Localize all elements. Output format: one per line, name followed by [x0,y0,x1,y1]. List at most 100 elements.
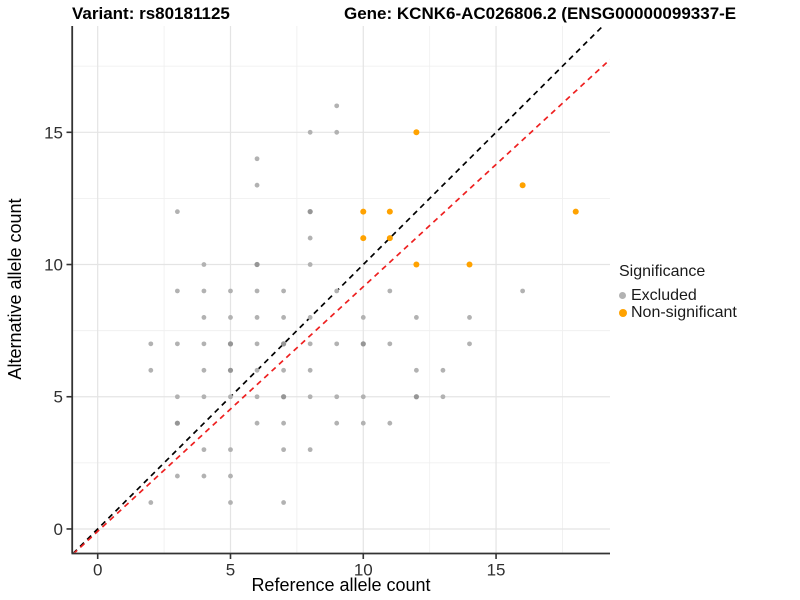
scatter-point-excluded [334,341,340,347]
scatter-point-excluded [334,394,340,400]
scatter-point-excluded [307,394,313,400]
scatter-point-excluded [201,367,207,373]
scatter-point-non-significant [360,208,367,215]
scatter-point-excluded [281,367,287,373]
scatter-point-excluded [387,341,393,347]
y-tick-label: 10 [44,256,63,275]
scatter-point-excluded [228,394,233,400]
scatter-point-excluded [201,288,207,294]
scatter-point-excluded [360,394,366,400]
scatter-point-excluded [520,288,526,294]
legend-item-excluded: Excluded [619,287,737,304]
scatter-point-excluded [307,367,313,373]
scatter-point-excluded [201,394,207,400]
scatter-point-excluded [281,288,287,294]
scatter-point-excluded [228,473,233,479]
scatter-point-non-significant [360,235,367,242]
x-tick-label: 5 [226,561,235,580]
scatter-point-excluded [307,447,313,453]
scatter-point-excluded [254,341,260,347]
scatter-point-excluded [334,103,340,109]
scatter-point-non-significant [519,182,526,189]
scatter-point-excluded [201,447,207,453]
scatter-point-excluded [174,420,180,426]
scatter-point-excluded [413,315,419,320]
scatter-point-excluded [360,315,366,320]
scatter-point-excluded [254,182,260,188]
scatter-point-excluded [281,315,287,320]
scatter-point-excluded [227,341,234,347]
gene-title: Gene: KCNK6-AC026806.2 (ENSG00000099337-… [344,4,737,23]
y-tick-label: 5 [54,388,63,407]
scatter-point-excluded [467,315,472,320]
scatter-point-excluded [228,315,233,320]
scatter-point-excluded [148,500,154,505]
scatter-point-excluded [281,420,287,426]
excluded-dot-icon [619,292,626,299]
legend-title: Significance [619,263,706,280]
scatter-point-excluded [148,367,154,373]
scatter-point-non-significant [572,208,579,215]
scatter-point-excluded [413,367,419,373]
scatter-point-excluded [360,341,366,347]
scatter-point-excluded [440,367,446,373]
legend-label-nonsignificant: Non-significant [631,304,737,321]
scatter-point-excluded [413,394,419,400]
scatter-point-excluded [281,394,287,400]
scatter-point-excluded [281,500,287,505]
x-tick-label: 15 [487,561,506,580]
scatter-point-excluded [307,209,313,215]
identity-line [73,26,605,553]
scatter-point-excluded [201,341,207,347]
scatter-point-non-significant [413,261,420,268]
x-tick-label: 10 [354,561,373,580]
scatter-point-excluded [201,473,207,479]
y-tick-label: 0 [54,520,63,539]
scatter-point-excluded [360,420,366,426]
scatter-point-excluded [307,129,313,135]
scatter-point-excluded [174,209,180,215]
scatter-point-excluded [334,288,340,294]
scatter-point-excluded [281,447,287,453]
legend: Significance Excluded Non-significant [619,263,737,321]
fit-line [73,58,610,553]
scatter-point-excluded [254,156,260,162]
y-axis-title: Alternative allele count [5,198,25,380]
legend-label-excluded: Excluded [631,287,697,304]
variant-title: Variant: rs80181125 [72,4,230,23]
scatter-point-excluded [227,367,234,373]
scatter-point-excluded [307,315,313,320]
y-tick-label: 15 [44,123,63,142]
scatter-point-non-significant [386,208,393,215]
scatter-point-excluded [174,394,180,400]
scatter-point-non-significant [413,129,420,136]
scatter-point-excluded [148,341,154,347]
scatter-point-excluded [307,341,313,347]
scatter-point-excluded [254,288,260,294]
scatter-point-excluded [254,367,260,373]
scatter-point-excluded [440,394,446,400]
x-tick-label: 0 [93,561,102,580]
scatter-point-excluded [228,500,233,505]
scatter-point-excluded [228,447,233,453]
scatter-point-excluded [334,129,340,135]
x-axis-title: Reference allele count [251,575,431,595]
legend-item-nonsignificant: Non-significant [619,304,737,321]
scatter-point-excluded [254,261,260,268]
scatter-point-non-significant [386,235,393,242]
scatter-point-excluded [307,262,313,267]
scatter-point-excluded [174,341,180,347]
scatter-point-excluded [334,420,340,426]
scatter-point-excluded [201,262,207,267]
non-significant-dot-icon [619,308,627,317]
scatter-point-excluded [174,288,180,294]
scatter-point-excluded [254,315,260,320]
scatter-point-excluded [387,420,393,426]
scatter-point-non-significant [466,261,473,268]
scatter-point-excluded [467,341,472,347]
scatter-point-excluded [387,288,393,294]
scatter-point-excluded [281,341,287,347]
scatter-point-excluded [174,473,180,479]
